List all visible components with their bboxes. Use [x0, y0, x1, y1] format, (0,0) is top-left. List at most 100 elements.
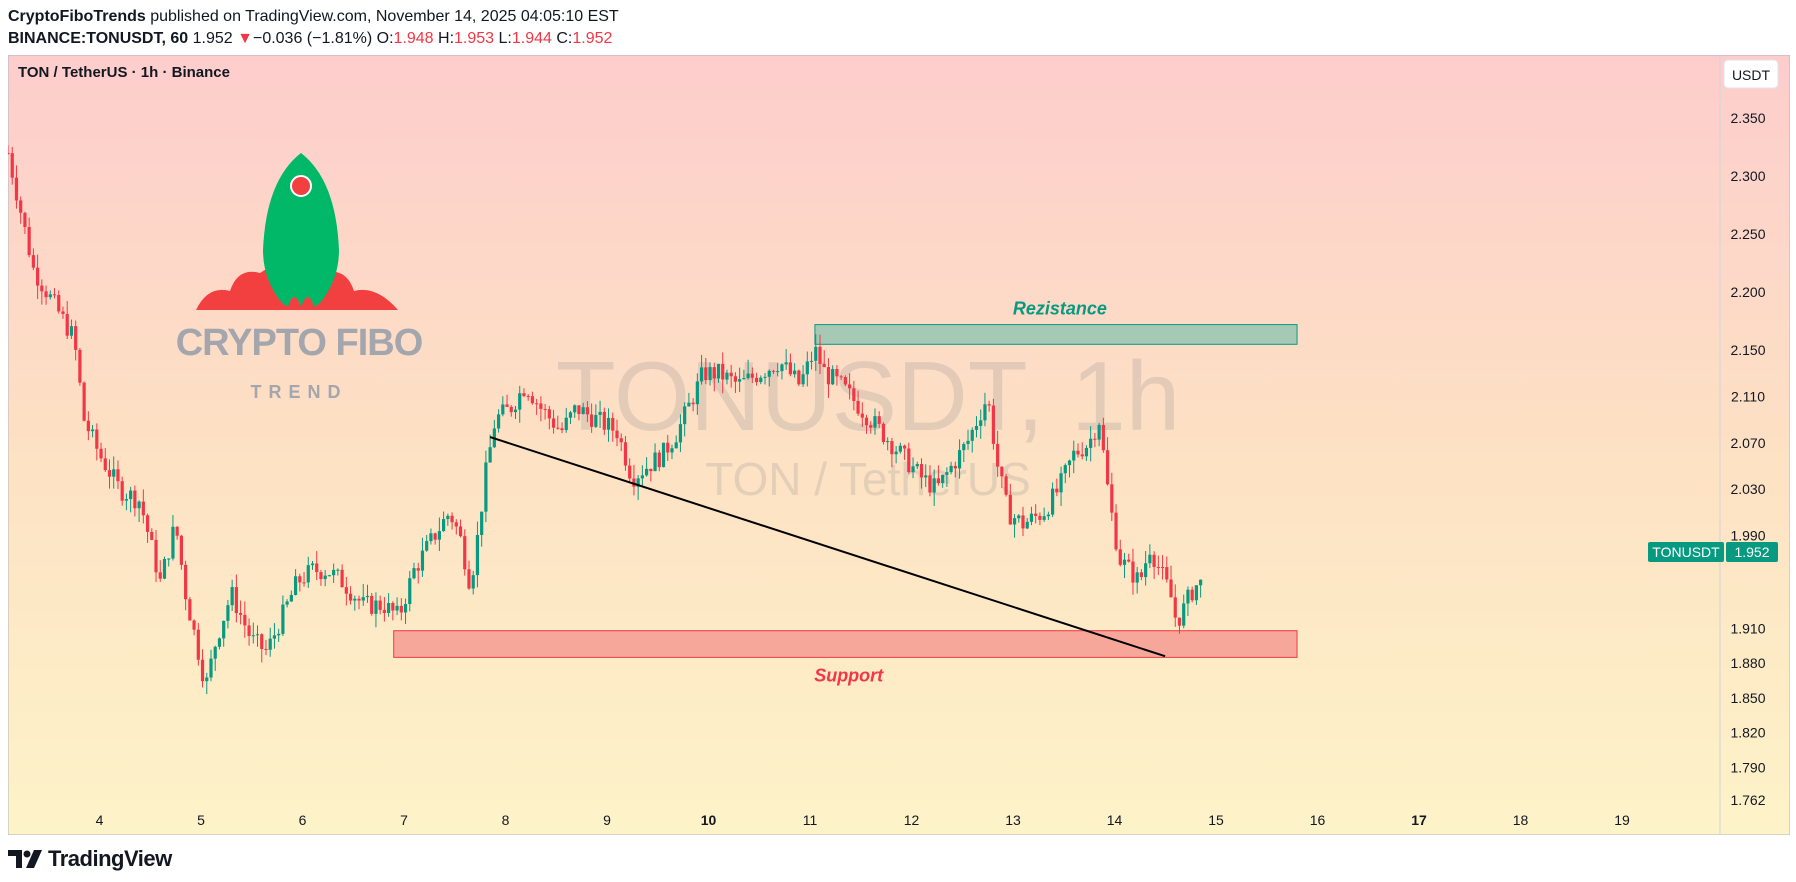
price-tick-label: 1.790 — [1730, 760, 1765, 776]
last-price-tag: TONUSDT 1.952 — [1648, 542, 1778, 562]
candle-body — [1122, 559, 1127, 565]
candle-body — [661, 442, 666, 468]
price-chart[interactable]: TONUSDT, 1h TON / TetherUS Rezistance Sup… — [8, 55, 1790, 835]
candle-body — [881, 423, 886, 443]
candle-body — [890, 441, 894, 455]
currency-button-label[interactable]: USDT — [1732, 67, 1771, 83]
candle-body — [1089, 438, 1093, 448]
candle-body — [924, 475, 928, 478]
time-tick-label: 11 — [803, 812, 818, 828]
candle-body — [1190, 589, 1194, 601]
candle-body — [805, 361, 809, 375]
candle-body — [784, 362, 788, 365]
candle-body — [167, 558, 171, 560]
candle-body — [234, 587, 238, 614]
watermark: TONUSDT, 1h TON / TetherUS — [556, 341, 1180, 505]
candle-body — [573, 405, 577, 413]
candles — [8, 145, 1203, 695]
candle-body — [826, 367, 831, 385]
candle-body — [420, 550, 425, 571]
candle-body — [175, 526, 179, 536]
candle-body — [1160, 567, 1165, 569]
candle-body — [513, 409, 518, 413]
candle-body — [1156, 566, 1160, 568]
candle-body — [196, 629, 200, 660]
candle-body — [1131, 561, 1135, 583]
candle-body — [1110, 484, 1114, 513]
candle-body — [831, 368, 835, 385]
candle-body — [1063, 465, 1067, 474]
candle-body — [852, 388, 856, 401]
candle-body — [8, 152, 10, 154]
tradingview-logo-icon — [8, 850, 42, 868]
price-axis[interactable]: 2.350 2.300 2.250 2.200 2.150 2.110 2.070 2.030… — [1730, 110, 1765, 808]
candle-body — [315, 563, 319, 573]
currency-button[interactable]: USDT — [1723, 59, 1779, 89]
symbol-label: BINANCE:TONUSDT, 60 — [8, 30, 189, 47]
candle-body — [640, 475, 644, 479]
candle-body — [154, 539, 158, 573]
candle-body — [1034, 513, 1038, 516]
candle-body — [1144, 563, 1148, 578]
candle-body — [619, 438, 623, 443]
candle-body — [848, 384, 852, 389]
price-tick-label: 2.250 — [1730, 226, 1765, 242]
candle-body — [69, 326, 74, 336]
candle-body — [509, 406, 513, 413]
candle-body — [442, 519, 446, 532]
tradingview-wordmark: TradingView — [48, 846, 172, 871]
candle-body — [52, 294, 57, 296]
candle-body — [797, 370, 801, 385]
candle-body — [911, 466, 915, 473]
candle-body — [560, 428, 564, 431]
candle-body — [200, 659, 205, 682]
candle-body — [835, 368, 839, 377]
candle-body — [370, 595, 374, 614]
candle-body — [991, 405, 995, 444]
high-label: H: — [438, 30, 455, 47]
candle-body — [1042, 516, 1046, 520]
candle-body — [814, 346, 818, 361]
candle-body — [260, 634, 264, 649]
candle-body — [547, 409, 551, 419]
candle-body — [877, 416, 881, 424]
candle-body — [886, 441, 890, 443]
candle-body — [399, 605, 403, 613]
candle-body — [171, 526, 175, 559]
candle-body — [95, 429, 99, 449]
time-axis[interactable]: 345678910111213141516171819 — [8, 812, 1630, 828]
price-tick-label: 2.070 — [1730, 435, 1765, 451]
candle-body — [843, 377, 847, 385]
currency-button-bg[interactable] — [1723, 59, 1779, 89]
candle-body — [124, 499, 129, 501]
candle-body — [209, 658, 213, 678]
candle-body — [1008, 494, 1012, 525]
candle-body — [446, 515, 450, 520]
time-tick-label: 12 — [904, 812, 920, 828]
candle-body — [454, 522, 458, 527]
author-name[interactable]: CryptoFiboTrends — [8, 8, 146, 25]
logo-subtitle: TREND — [251, 382, 348, 402]
candle-body — [585, 407, 589, 415]
candle-body — [429, 533, 433, 542]
candle-body — [86, 420, 90, 432]
watermark-name: TON / TetherUS — [705, 453, 1031, 505]
candle-body — [771, 370, 776, 372]
candle-body — [1059, 473, 1063, 493]
candle-body — [653, 452, 657, 472]
price-tick-label: 1.850 — [1730, 690, 1765, 706]
candle-body — [1148, 554, 1152, 564]
candle-body — [674, 442, 678, 449]
candle-body — [733, 376, 738, 382]
candle-body — [31, 255, 35, 268]
candle-body — [184, 564, 188, 600]
candle-body — [987, 404, 991, 406]
candle-body — [1021, 515, 1025, 529]
candle-body — [683, 406, 687, 425]
candle-body — [27, 226, 31, 256]
publish-line: CryptoFiboTrends published on TradingVie… — [8, 6, 619, 28]
time-tick-label: 10 — [701, 812, 717, 828]
candle-body — [484, 462, 488, 512]
tradingview-brand[interactable]: TradingView — [8, 846, 172, 872]
candle-body — [1152, 554, 1156, 567]
